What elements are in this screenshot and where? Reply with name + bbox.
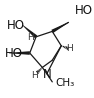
Polygon shape xyxy=(51,22,69,33)
Text: HO: HO xyxy=(7,20,25,33)
Text: H: H xyxy=(31,71,38,80)
Text: H: H xyxy=(66,44,73,53)
Text: HO: HO xyxy=(5,47,22,59)
Text: CH₃: CH₃ xyxy=(55,78,74,88)
Text: N: N xyxy=(42,68,51,81)
Polygon shape xyxy=(9,51,30,55)
Polygon shape xyxy=(22,25,37,38)
Text: H: H xyxy=(27,33,34,42)
Text: HO: HO xyxy=(75,4,93,17)
